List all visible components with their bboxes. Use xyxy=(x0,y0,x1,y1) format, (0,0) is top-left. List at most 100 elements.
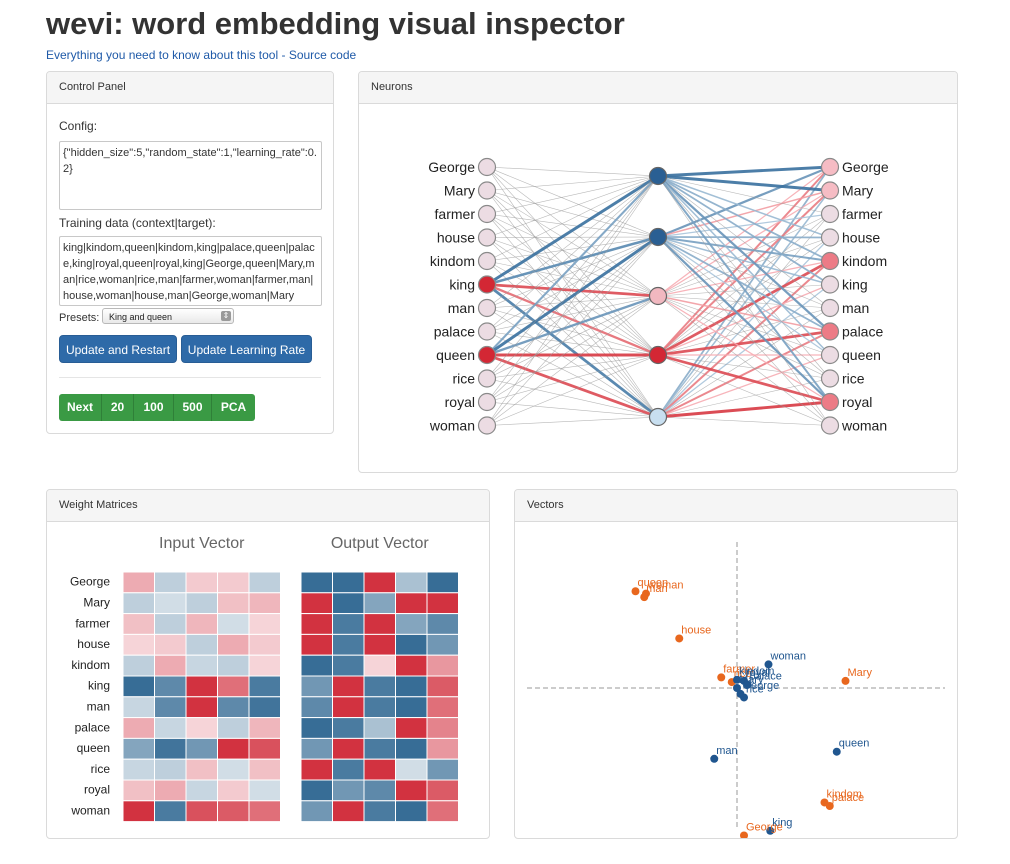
weight-matrices: Input Vector Output Vector George Mary farme… xyxy=(70,535,459,823)
config-textarea[interactable]: {"hidden_size":5,"random_state":1,"learn… xyxy=(59,141,322,210)
pca-button[interactable]: PCA xyxy=(212,394,255,421)
input-neuron xyxy=(477,228,497,247)
input-hidden-edge xyxy=(486,236,659,309)
input-matrix-cell xyxy=(122,613,155,635)
hidden-output-edge xyxy=(657,175,831,426)
input-neuron xyxy=(477,392,497,412)
input-vector-label: woman xyxy=(647,580,683,592)
input-neuron-label: royal xyxy=(445,394,475,410)
hidden-output-edge xyxy=(657,416,831,426)
input-hidden-edge xyxy=(486,283,659,419)
update-restart-button[interactable]: Update and Restart xyxy=(59,335,177,363)
input-matrix-cell xyxy=(185,592,218,615)
input-neuron xyxy=(477,298,497,318)
input-matrix-cell xyxy=(248,800,281,823)
connections xyxy=(486,165,831,426)
input-vector-point xyxy=(631,587,640,596)
input-vector-point xyxy=(841,676,850,685)
input-matrix-cell xyxy=(217,696,250,719)
step-500-button[interactable]: 500 xyxy=(174,394,212,421)
hidden-output-edge xyxy=(657,175,831,403)
output-neuron-label: royal xyxy=(842,394,872,410)
input-matrix-cell xyxy=(217,592,250,615)
input-matrix-cell xyxy=(185,737,218,760)
input-hidden-edge xyxy=(486,175,659,379)
input-matrix-cell xyxy=(248,779,281,802)
control-panel-title: Control Panel xyxy=(47,72,333,104)
update-learning-rate-button[interactable]: Update Learning Rate xyxy=(181,335,312,363)
input-hidden-edge xyxy=(486,213,659,297)
input-neuron xyxy=(477,181,497,200)
matrix-row-label: queen xyxy=(77,741,110,755)
training-data-textarea[interactable]: king|kindom,queen|kindom,king|palace,que… xyxy=(59,236,322,306)
input-matrix-cell xyxy=(154,800,187,823)
hidden-output-edge xyxy=(657,330,831,418)
step-20-button[interactable]: 20 xyxy=(102,394,134,421)
input-neuron xyxy=(477,251,497,271)
link-separator: - xyxy=(278,48,289,62)
output-matrix-cell xyxy=(363,613,396,635)
presets-select[interactable]: King and queen ⇕ xyxy=(102,308,234,324)
input-hidden-edge xyxy=(486,166,659,238)
output-matrix-cell xyxy=(363,758,396,781)
vectors-panel: Vectors queen woman man house farmer rice woma… xyxy=(514,489,958,839)
output-neuron xyxy=(820,345,840,365)
step-100-button[interactable]: 100 xyxy=(134,394,174,421)
input-neuron-label: George xyxy=(428,159,475,175)
output-neuron xyxy=(820,228,840,247)
matrix-row-label: house xyxy=(77,637,110,651)
output-matrix-cell xyxy=(395,696,428,719)
hidden-output-edge xyxy=(657,175,831,286)
input-hidden-edge xyxy=(486,236,659,238)
output-matrix-cell xyxy=(426,592,459,615)
input-matrix-cell xyxy=(248,717,281,739)
input-matrix-cell xyxy=(154,675,187,698)
output-matrix-cell xyxy=(332,696,365,719)
output-matrix-cell xyxy=(426,779,459,802)
input-hidden-edge xyxy=(486,190,659,418)
input-neuron-label: farmer xyxy=(435,206,476,222)
hidden-output-edge xyxy=(657,213,831,418)
input-neuron-label: man xyxy=(448,300,475,316)
input-vector-point xyxy=(640,593,649,602)
input-hidden-edge xyxy=(486,175,659,191)
output-matrix-cell xyxy=(395,758,428,781)
output-matrix-cell xyxy=(395,592,428,615)
input-hidden-edge xyxy=(486,236,659,426)
input-neuron-label: woman xyxy=(429,418,475,434)
presets-label: Presets: xyxy=(59,312,100,324)
output-vector-point xyxy=(766,826,775,835)
hidden-neuron xyxy=(648,166,668,186)
input-hidden-edge xyxy=(486,175,659,403)
output-matrix-cell xyxy=(363,779,396,802)
input-neuron-label: king xyxy=(449,277,475,293)
input-matrix-cell xyxy=(154,592,187,615)
control-panel: Control Panel Config: {"hidden_size":5,"… xyxy=(46,71,334,434)
input-matrix-cell xyxy=(122,779,155,802)
output-matrix-cell xyxy=(332,633,365,656)
output-vector-title: Output Vector xyxy=(331,535,430,552)
hidden-output-edge xyxy=(657,295,831,426)
input-hidden-edge xyxy=(486,354,659,403)
about-link[interactable]: Everything you need to know about this t… xyxy=(46,48,279,62)
output-neuron xyxy=(820,298,840,318)
input-hidden-edge xyxy=(486,401,659,418)
input-neuron xyxy=(477,157,497,177)
output-neuron-label: palace xyxy=(842,324,883,340)
output-matrix-cell xyxy=(332,571,365,594)
input-matrix-cell xyxy=(248,737,281,760)
input-vector-label: queen xyxy=(638,577,669,589)
input-hidden-edge xyxy=(486,295,659,309)
input-matrix-cell xyxy=(185,717,218,739)
hidden-output-edge xyxy=(657,189,831,297)
output-vector-label: rice xyxy=(746,683,764,695)
input-matrix-cell xyxy=(122,800,155,823)
input-matrix-cell xyxy=(185,696,218,719)
input-neuron xyxy=(477,345,497,365)
hidden-output-edge xyxy=(657,165,831,178)
next-button[interactable]: Next xyxy=(59,394,102,421)
output-matrix-cell xyxy=(300,633,333,656)
output-matrix-cell xyxy=(363,737,396,760)
source-code-link[interactable]: Source code xyxy=(288,48,357,62)
hidden-output-edge xyxy=(657,400,831,419)
